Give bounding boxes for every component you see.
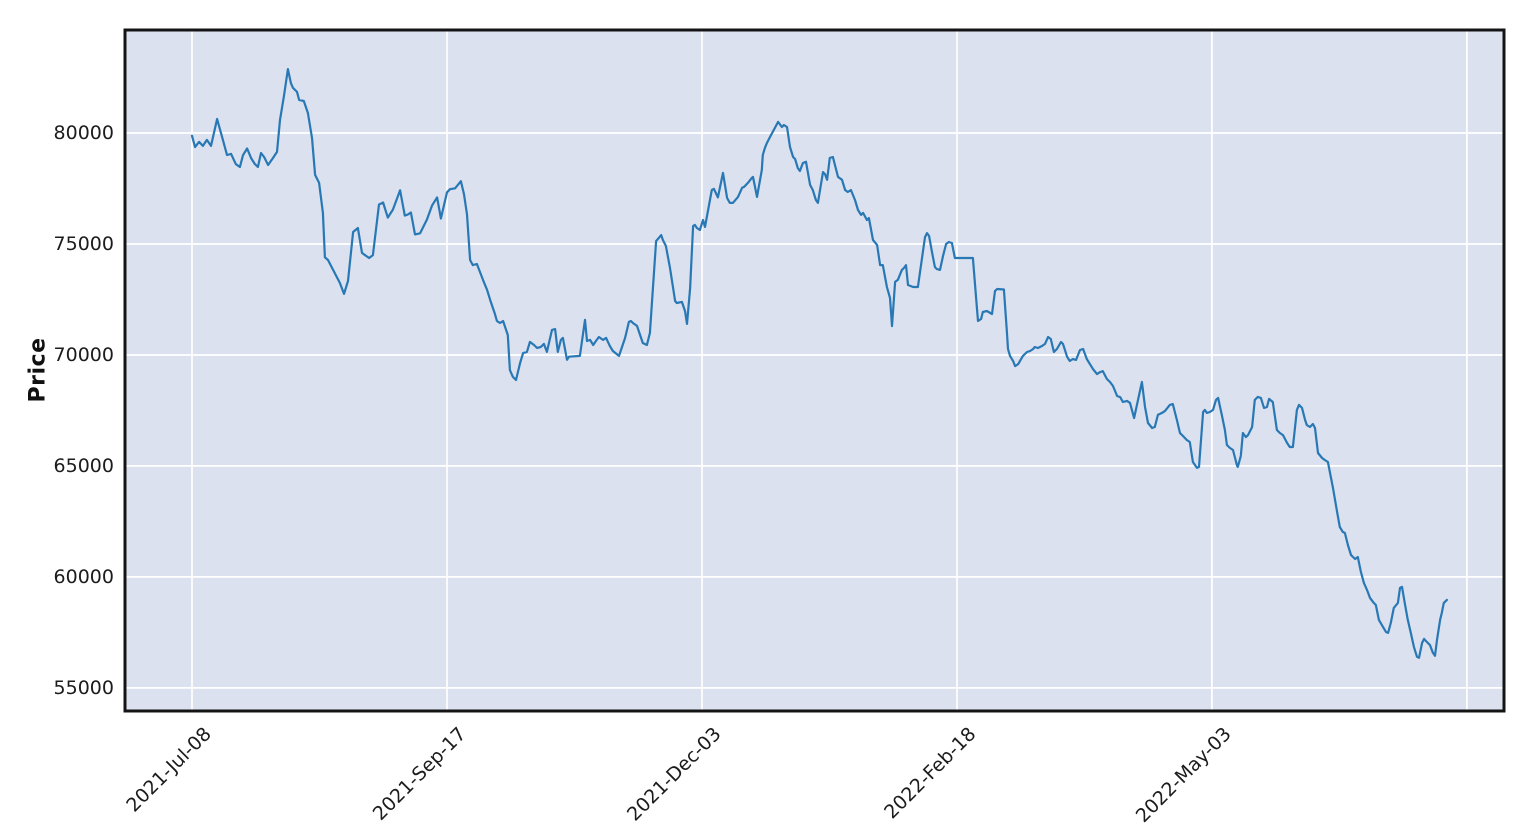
y-tick-label: 65000 xyxy=(53,454,114,477)
axes-frame xyxy=(123,28,1506,713)
plot-background xyxy=(125,30,1504,711)
y-tick-label: 75000 xyxy=(53,232,114,255)
y-axis-title: Price xyxy=(25,337,51,403)
y-tick-label: 60000 xyxy=(53,565,114,588)
y-tick-label: 80000 xyxy=(53,121,114,144)
gridlines xyxy=(125,30,1504,711)
price-line xyxy=(190,67,1449,659)
y-tick-label: 55000 xyxy=(53,676,114,699)
y-tick-label: 70000 xyxy=(53,343,114,366)
price-line-series xyxy=(190,67,1449,659)
